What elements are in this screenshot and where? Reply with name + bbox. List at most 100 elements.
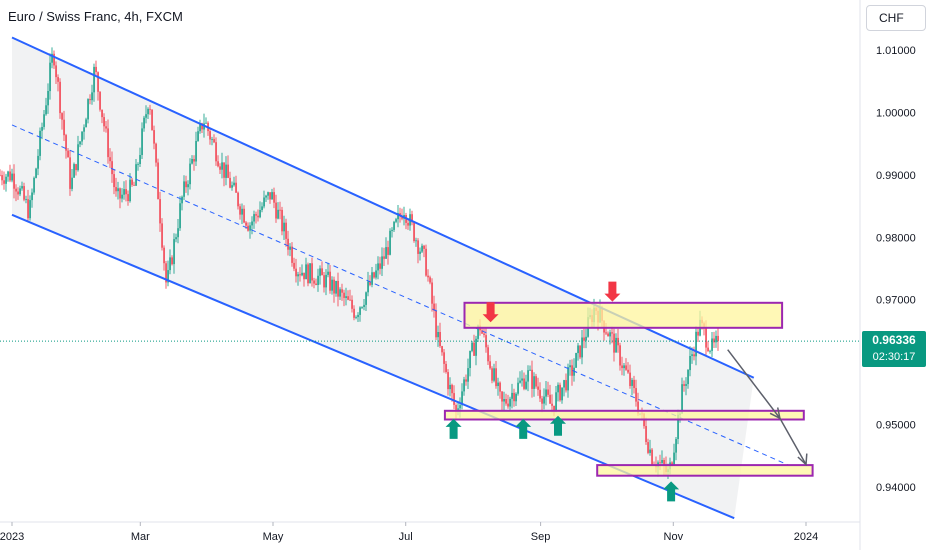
candle-body xyxy=(583,337,585,341)
candle-body xyxy=(263,197,265,207)
candle-body xyxy=(245,222,247,226)
candle-body xyxy=(181,196,183,204)
candle-body xyxy=(127,194,129,201)
candle-body xyxy=(273,192,275,203)
candle-body xyxy=(343,292,345,298)
candle-body xyxy=(545,389,547,397)
candle-body xyxy=(115,187,117,192)
arrow-up-marker xyxy=(445,418,462,439)
candle-body xyxy=(541,398,543,404)
candle-body xyxy=(297,274,299,277)
candle-body xyxy=(67,150,69,158)
candle-body xyxy=(39,130,41,156)
candle-body xyxy=(333,279,335,294)
candle-body xyxy=(337,280,339,297)
candle-body xyxy=(473,342,475,356)
candle-body xyxy=(433,303,435,311)
candle-body xyxy=(177,228,179,238)
candle-body xyxy=(499,382,501,392)
candle-body xyxy=(323,275,325,288)
candle-body xyxy=(651,449,653,465)
candle-body xyxy=(155,143,157,163)
candle-body xyxy=(191,159,193,164)
candle-body xyxy=(375,270,377,278)
bar-countdown: 02:30:17 xyxy=(872,351,916,363)
candle-body xyxy=(229,177,231,188)
candle-body xyxy=(59,81,61,114)
candle-body xyxy=(267,192,269,196)
candle-body xyxy=(437,332,439,338)
channel-band xyxy=(12,37,754,519)
candle-body xyxy=(383,256,385,259)
candle-body xyxy=(385,247,387,259)
candle-body xyxy=(681,384,683,414)
candle-body xyxy=(85,119,87,128)
candle-body xyxy=(87,99,89,120)
candle-body xyxy=(523,378,525,389)
y-axis-ticks: 1.01000 1.00000 0.99000 0.98000 0.97000 0.950… xyxy=(876,45,916,494)
candle-body xyxy=(201,123,203,130)
candle-body xyxy=(77,144,79,171)
candle-body xyxy=(165,263,167,283)
candle-body xyxy=(287,238,289,250)
candle-body xyxy=(457,408,459,410)
x-tick-label: Jul xyxy=(399,531,413,543)
candle-body xyxy=(471,342,473,351)
candle-body xyxy=(7,171,9,177)
candle-body xyxy=(413,222,415,241)
arrow-down-marker xyxy=(482,302,499,323)
candle-body xyxy=(325,274,327,288)
candle-body xyxy=(215,142,217,162)
candle-body xyxy=(389,230,391,255)
candle-body xyxy=(81,131,83,142)
last-price-label: 0.96336 02:30:17 xyxy=(862,331,926,367)
candle-body xyxy=(265,195,267,198)
candle-body xyxy=(145,114,147,118)
candle-body xyxy=(425,248,427,276)
candle-body xyxy=(161,223,163,248)
candle-body xyxy=(429,277,431,283)
candle-body xyxy=(205,122,207,124)
candle-body xyxy=(613,333,615,353)
candle-body xyxy=(241,208,243,215)
candle-body xyxy=(309,263,311,284)
candle-body xyxy=(373,272,375,278)
candle-body xyxy=(271,192,273,200)
candle-body xyxy=(157,162,159,200)
candle-body xyxy=(421,245,423,252)
candle-body xyxy=(439,332,441,347)
candle-body xyxy=(43,114,45,127)
currency-selector[interactable]: CHF xyxy=(866,5,926,31)
candle-body xyxy=(107,128,109,158)
projection-arrowhead xyxy=(797,453,808,467)
candle-body xyxy=(363,304,365,307)
candle-body xyxy=(663,460,665,466)
candle-body xyxy=(99,91,101,110)
candle-body xyxy=(97,72,99,92)
candle-body xyxy=(611,332,613,334)
candle-body xyxy=(503,399,505,402)
candle-body xyxy=(341,289,343,293)
candle-body xyxy=(227,164,229,178)
candle-body xyxy=(221,162,223,170)
candle-body xyxy=(91,92,93,101)
candle-body xyxy=(551,403,553,406)
candle-body xyxy=(361,307,363,308)
candle-body xyxy=(335,280,337,294)
candle-body xyxy=(113,174,115,188)
candle-body xyxy=(635,388,637,402)
candle-body xyxy=(711,338,713,351)
candle-body xyxy=(37,155,39,169)
candle-body xyxy=(137,164,139,165)
candle-body xyxy=(417,240,419,254)
candle-body xyxy=(3,180,5,184)
candle-body xyxy=(369,281,371,285)
candle-body xyxy=(367,281,369,293)
candle-body xyxy=(379,263,381,269)
candle-body xyxy=(447,372,449,390)
y-tick-label: 0.98000 xyxy=(876,232,916,244)
candle-body xyxy=(431,282,433,304)
candle-body xyxy=(193,159,195,162)
candle-body xyxy=(395,219,397,222)
